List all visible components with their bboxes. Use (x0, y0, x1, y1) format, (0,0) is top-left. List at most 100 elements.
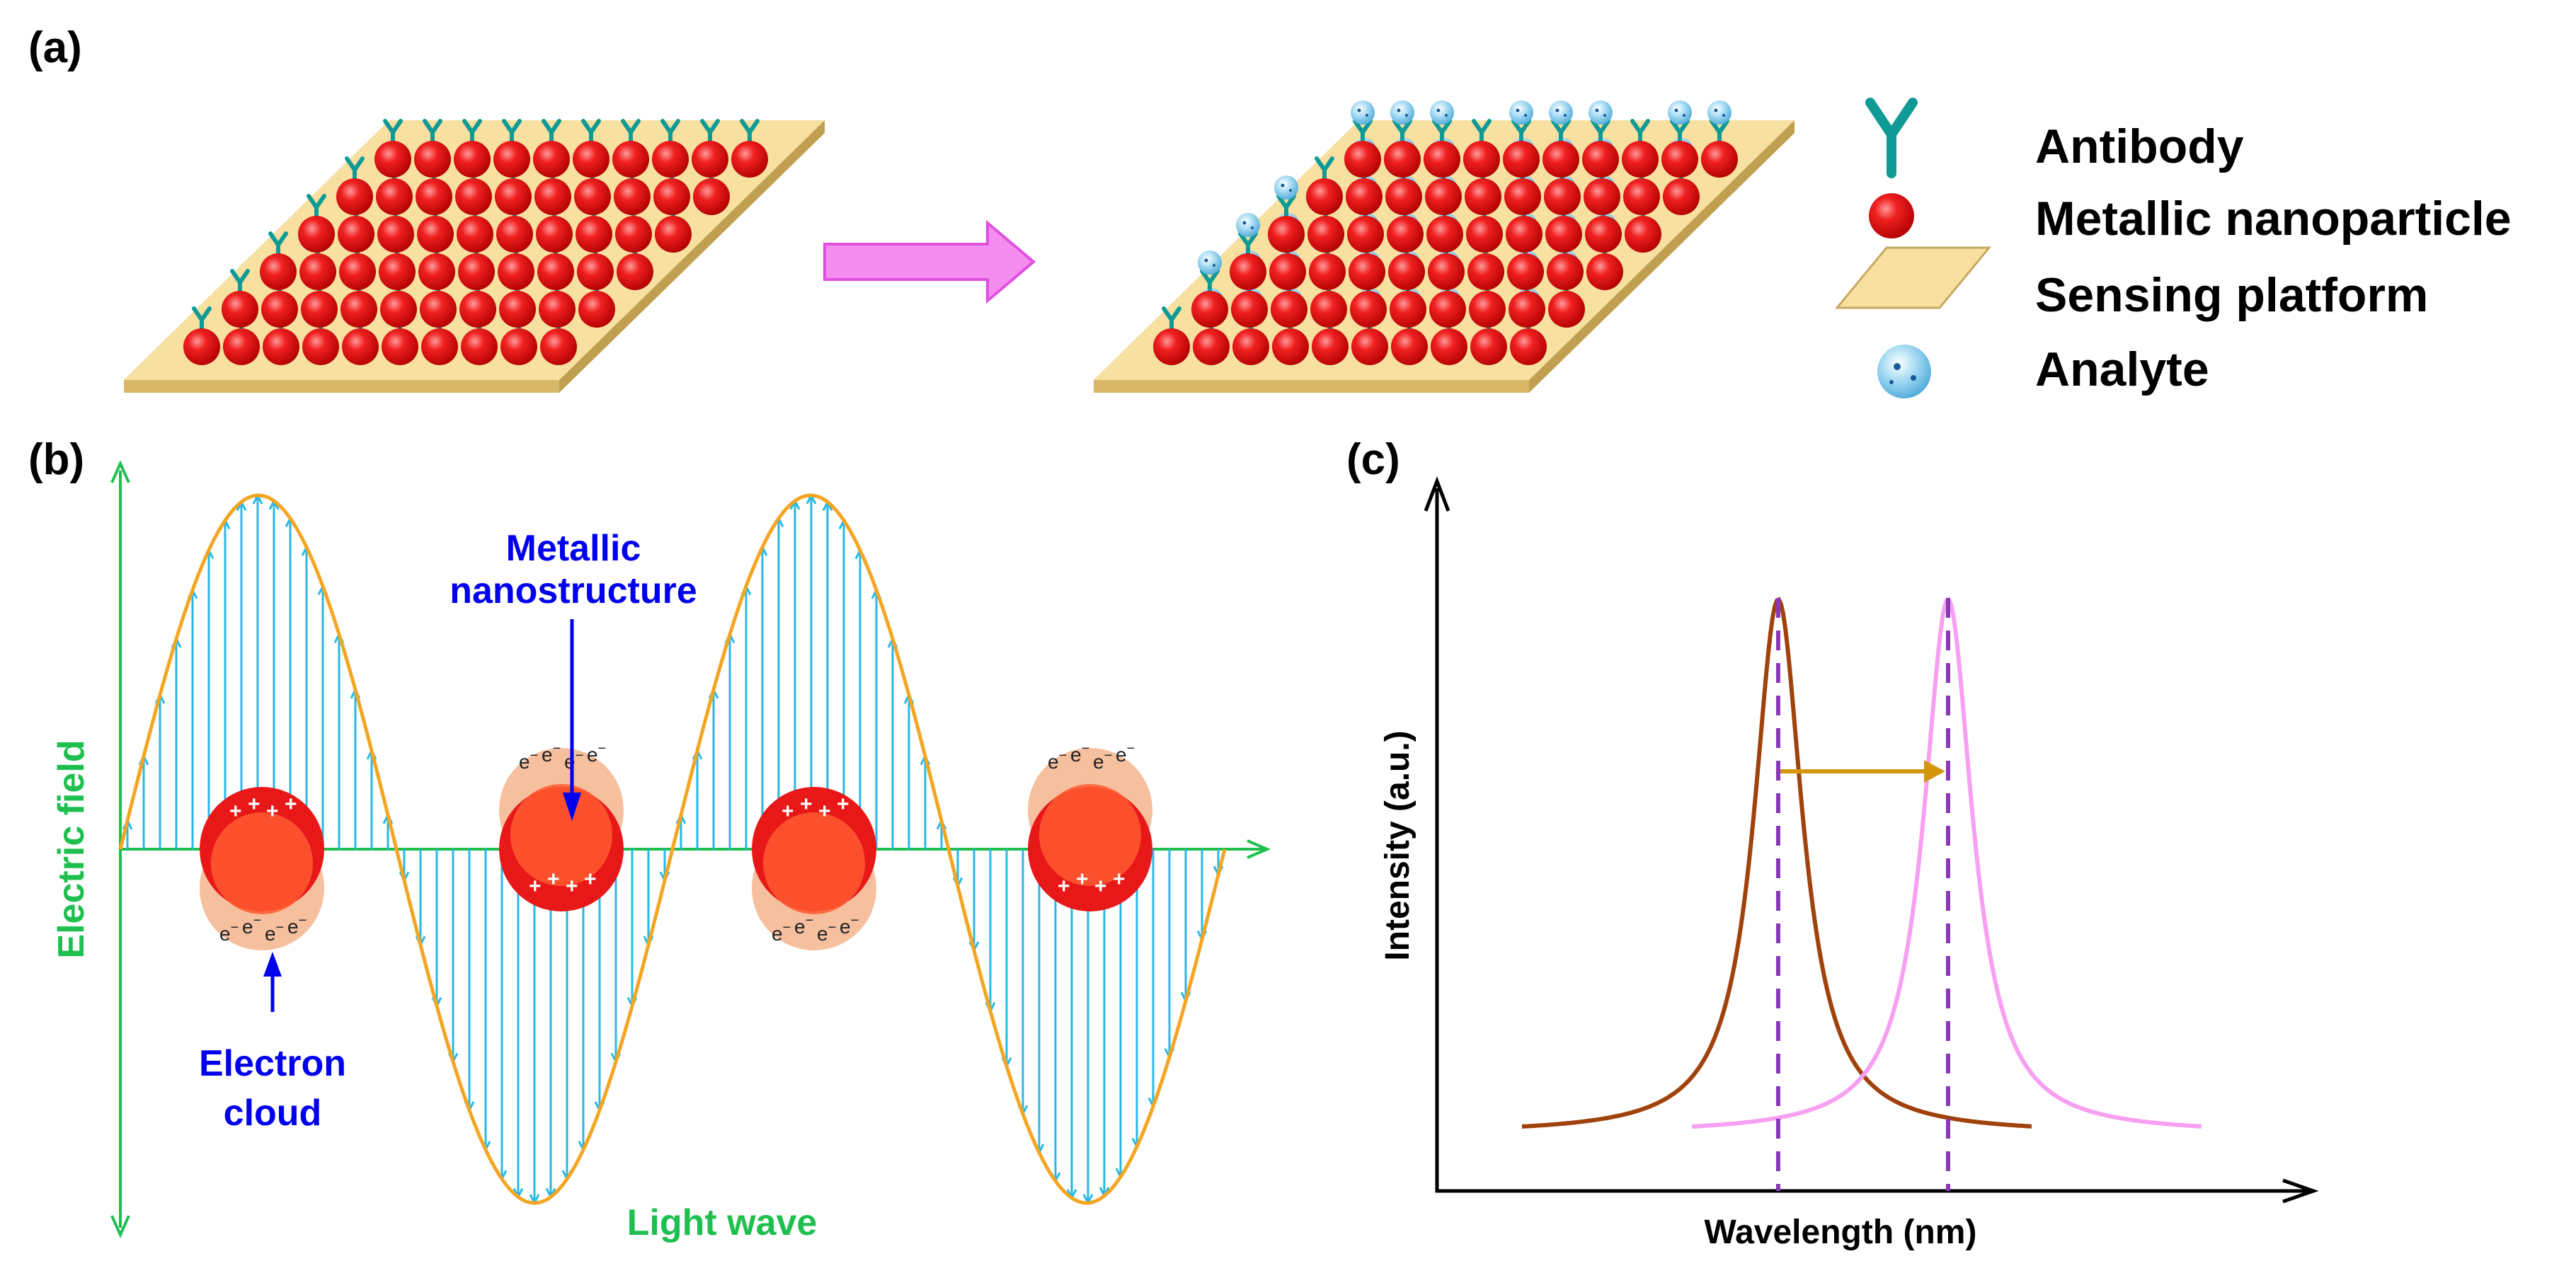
electron: e− (265, 920, 284, 945)
metallic-nanoparticle-icon (1663, 178, 1700, 215)
metallic-nanoparticle-icon (1425, 178, 1462, 215)
metallic-nanoparticle-icon (576, 216, 612, 253)
metallic-nanoparticle-icon (1272, 328, 1309, 365)
metallic-nanoparticle-icon (693, 178, 730, 215)
positive-charge: + (837, 793, 849, 816)
metallic-nanoparticle-icon (1387, 216, 1424, 253)
metallic-nanoparticle-icon (223, 328, 260, 365)
positive-charge: + (782, 800, 794, 823)
metallic-nanoparticle-icon (1193, 328, 1230, 365)
metallic-nanoparticle-icon (457, 216, 493, 253)
analyte-icon (1198, 251, 1222, 275)
metallic-nanoparticle-icon (1465, 178, 1501, 215)
metallic-nanoparticle-icon (1701, 141, 1738, 178)
metallic-nanostructure: + + + +e− e−e− e− (499, 741, 624, 911)
metallic-nanoparticle-icon (534, 178, 571, 215)
metallic-nanoparticle-icon (1463, 141, 1500, 178)
metallic-nanoparticle-icon (498, 253, 534, 290)
array-cell (374, 119, 411, 178)
metallic-nanoparticle-icon (299, 253, 336, 290)
array-cell (222, 269, 258, 328)
metallic-nanoparticle-icon (1424, 141, 1460, 178)
analyte-icon (1588, 100, 1613, 125)
metallic-nanoparticle-icon (1547, 253, 1584, 290)
metallic-nanoparticle-icon (652, 141, 689, 178)
metallic-nanoparticle-icon (1385, 178, 1422, 215)
metallic-nanoparticle-icon (1391, 328, 1428, 365)
field-arrow (1034, 849, 1045, 1156)
field-arrow (350, 687, 361, 849)
metallic-nanoparticle-icon (1622, 141, 1659, 178)
nanoparticle-array-before (183, 119, 768, 365)
panel-b: (b) + + + +e− e−e− e−+ + + +e− e−e− e−+ + + +e− e−e− e−… (28, 435, 1271, 1243)
metallic-nanoparticle-icon (1545, 216, 1582, 253)
positive-charge: + (800, 793, 813, 816)
positive-charge: + (248, 793, 261, 816)
electron-cloud-label-line1: Electron (199, 1043, 346, 1084)
metallic-nanoparticle-icon (1623, 178, 1660, 215)
array-cell (1230, 213, 1266, 290)
panel-b-label: (b) (28, 435, 84, 484)
metallic-nanoparticle-icon (421, 328, 458, 365)
red-shift-arrow (1780, 760, 1945, 783)
metallic-nanoparticle-icon (617, 253, 653, 290)
positive-charge: + (818, 800, 831, 823)
field-arrow (871, 587, 882, 849)
metallic-nanoparticle-icon (298, 216, 335, 253)
wavelength-label: Wavelength (nm) (1705, 1214, 1977, 1251)
metallic-nanoparticle-icon (574, 178, 611, 215)
positive-charge: + (1113, 868, 1126, 891)
metallic-nanoparticle-icon (1428, 253, 1465, 290)
plasmon-particles: + + + +e− e−e− e−+ + + +e− e−e− e−+ + + +e− e−e− e−+ + + +… (200, 741, 1152, 950)
metallic-nanostructure: + + + +e− e−e− e− (1028, 741, 1152, 911)
metallic-nanoparticle-icon (1271, 291, 1307, 328)
array-cell (652, 119, 689, 178)
analyte-icon (1707, 100, 1731, 125)
metallic-nanoparticle-icon (1503, 141, 1540, 178)
array-cell (1582, 100, 1619, 178)
legend-platform-text: Sensing platform (2035, 268, 2428, 322)
panel-c: (c) Wavelength (nm) Intensity (a.u.) (1346, 435, 2319, 1251)
array-cell (336, 156, 373, 215)
positive-charge: + (1076, 868, 1089, 891)
analyte-icon (1877, 345, 1931, 398)
array-cell (1344, 100, 1381, 178)
metallic-nanoparticle-icon (1309, 253, 1346, 290)
positive-charge: + (584, 868, 597, 891)
positive-charge: + (266, 800, 279, 823)
field-arrow (1131, 849, 1143, 1149)
array-cell (1268, 175, 1305, 253)
metallic-nanoparticle-icon (1585, 216, 1622, 253)
metallic-nanostructure: + + + +e− e−e− e− (752, 787, 876, 950)
metallic-nanoparticle-icon (577, 253, 614, 290)
metallic-nanoparticle-icon (614, 178, 651, 215)
intensity-label: Intensity (a.u.) (1379, 730, 1416, 960)
legend-nanoparticle: Metallic nanoparticle (1869, 192, 2512, 246)
metallic-nanoparticle-icon (458, 253, 495, 290)
field-arrow (724, 632, 735, 849)
metallic-nanoparticle-icon (380, 291, 417, 328)
metallic-nanoparticle-icon (1312, 328, 1349, 365)
array-cell (183, 306, 220, 365)
metallic-nanoparticle-icon (301, 291, 338, 328)
metallic-nanoparticle-icon (340, 291, 377, 328)
metallic-nanoparticle-icon (1467, 253, 1504, 290)
metallic-nanostructure-label-line2: nanostructure (450, 570, 697, 611)
field-arrow (187, 587, 198, 849)
metallic-nanoparticle-icon (612, 141, 649, 178)
metallic-nanoparticle-icon (1542, 141, 1579, 178)
metallic-nanoparticle-icon (615, 216, 652, 253)
field-arrow (203, 548, 214, 849)
analyte-icon (1274, 175, 1298, 200)
metallic-nanoparticle-icon (1349, 253, 1385, 290)
legend-antibody: Antibody (1865, 98, 2244, 178)
legend-nanoparticle-text: Metallic nanoparticle (2035, 192, 2512, 246)
metallic-nanoparticle-icon (382, 328, 418, 365)
metallic-nanoparticle-icon (416, 178, 452, 215)
array-cell (533, 119, 570, 178)
metallic-nanoparticle-icon (578, 291, 615, 328)
array-cell (573, 119, 609, 178)
field-arrow (447, 849, 459, 1064)
metallic-nanoparticle-icon (493, 141, 530, 178)
metallic-nanoparticle-icon (461, 328, 498, 365)
